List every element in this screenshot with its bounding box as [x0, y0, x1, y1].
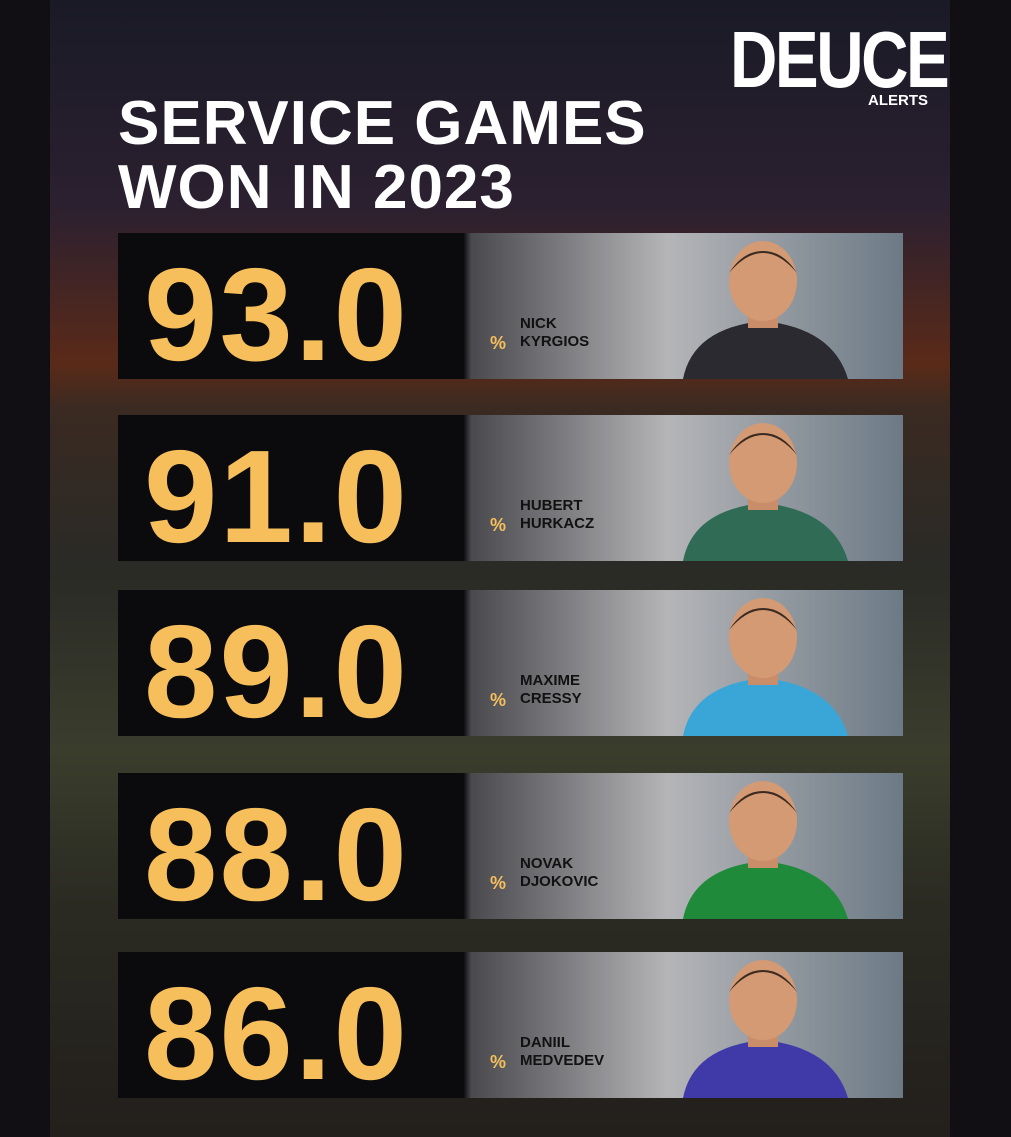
brand-name: DEUCE [730, 15, 950, 104]
stat-unit: % [490, 690, 507, 710]
stat-unit: % [490, 515, 507, 535]
player-row: 93.0% NICK KYRGIOS [118, 233, 903, 379]
player-row: 88.0% NOVAK DJOKOVIC [118, 773, 903, 919]
player-photo [663, 233, 863, 379]
player-row: 86.0% DANIIL MEDVEDEV [118, 952, 903, 1098]
player-first-name: MAXIME [520, 672, 580, 689]
brand-sub: ALERTS [868, 92, 928, 109]
player-last-name: MEDVEDEV [520, 1052, 605, 1069]
stat-unit: % [490, 873, 507, 893]
stat-value: 86.0 [144, 960, 409, 1098]
player-last-name: KYRGIOS [520, 333, 590, 350]
stat-value: 91.0 [144, 423, 409, 561]
player-row: 89.0% MAXIME CRESSY [118, 590, 903, 736]
photo-art [683, 423, 848, 561]
player-photo [663, 590, 863, 736]
player-first-name: DANIIL [520, 1034, 570, 1051]
player-photo [663, 952, 863, 1098]
stat-value: 93.0 [144, 241, 409, 379]
player-last-name: DJOKOVIC [520, 873, 599, 890]
player-first-name: NOVAK [520, 855, 574, 872]
title-line: SERVICE GAMES [118, 89, 647, 158]
player-first-name: NICK [520, 315, 557, 332]
player-last-name: CRESSY [520, 690, 582, 707]
stat-value: 88.0 [144, 781, 409, 919]
player-photo [663, 415, 863, 561]
title-line: WON IN 2023 [118, 153, 515, 222]
player-photo [663, 773, 863, 919]
stat-unit: % [490, 333, 507, 353]
stat-unit: % [490, 1052, 507, 1072]
stat-value: 89.0 [144, 598, 409, 736]
photo-art [683, 241, 848, 379]
player-first-name: HUBERT [520, 497, 583, 514]
background [50, 0, 950, 1137]
player-row: 91.0% HUBERT HURKACZ [118, 415, 903, 561]
photo-art [683, 960, 848, 1098]
photo-art [683, 598, 848, 736]
player-last-name: HURKACZ [520, 515, 595, 532]
photo-art [683, 781, 848, 919]
